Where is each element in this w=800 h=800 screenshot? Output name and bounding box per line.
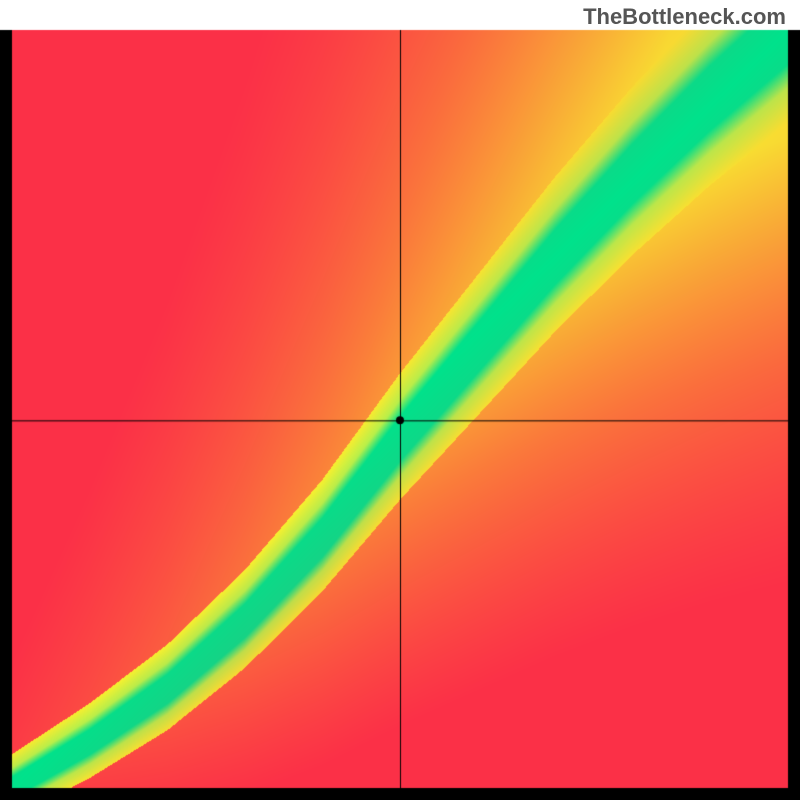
chart-container: TheBottleneck.com	[0, 0, 800, 800]
watermark-label: TheBottleneck.com	[583, 4, 786, 30]
bottleneck-heatmap	[0, 0, 800, 800]
